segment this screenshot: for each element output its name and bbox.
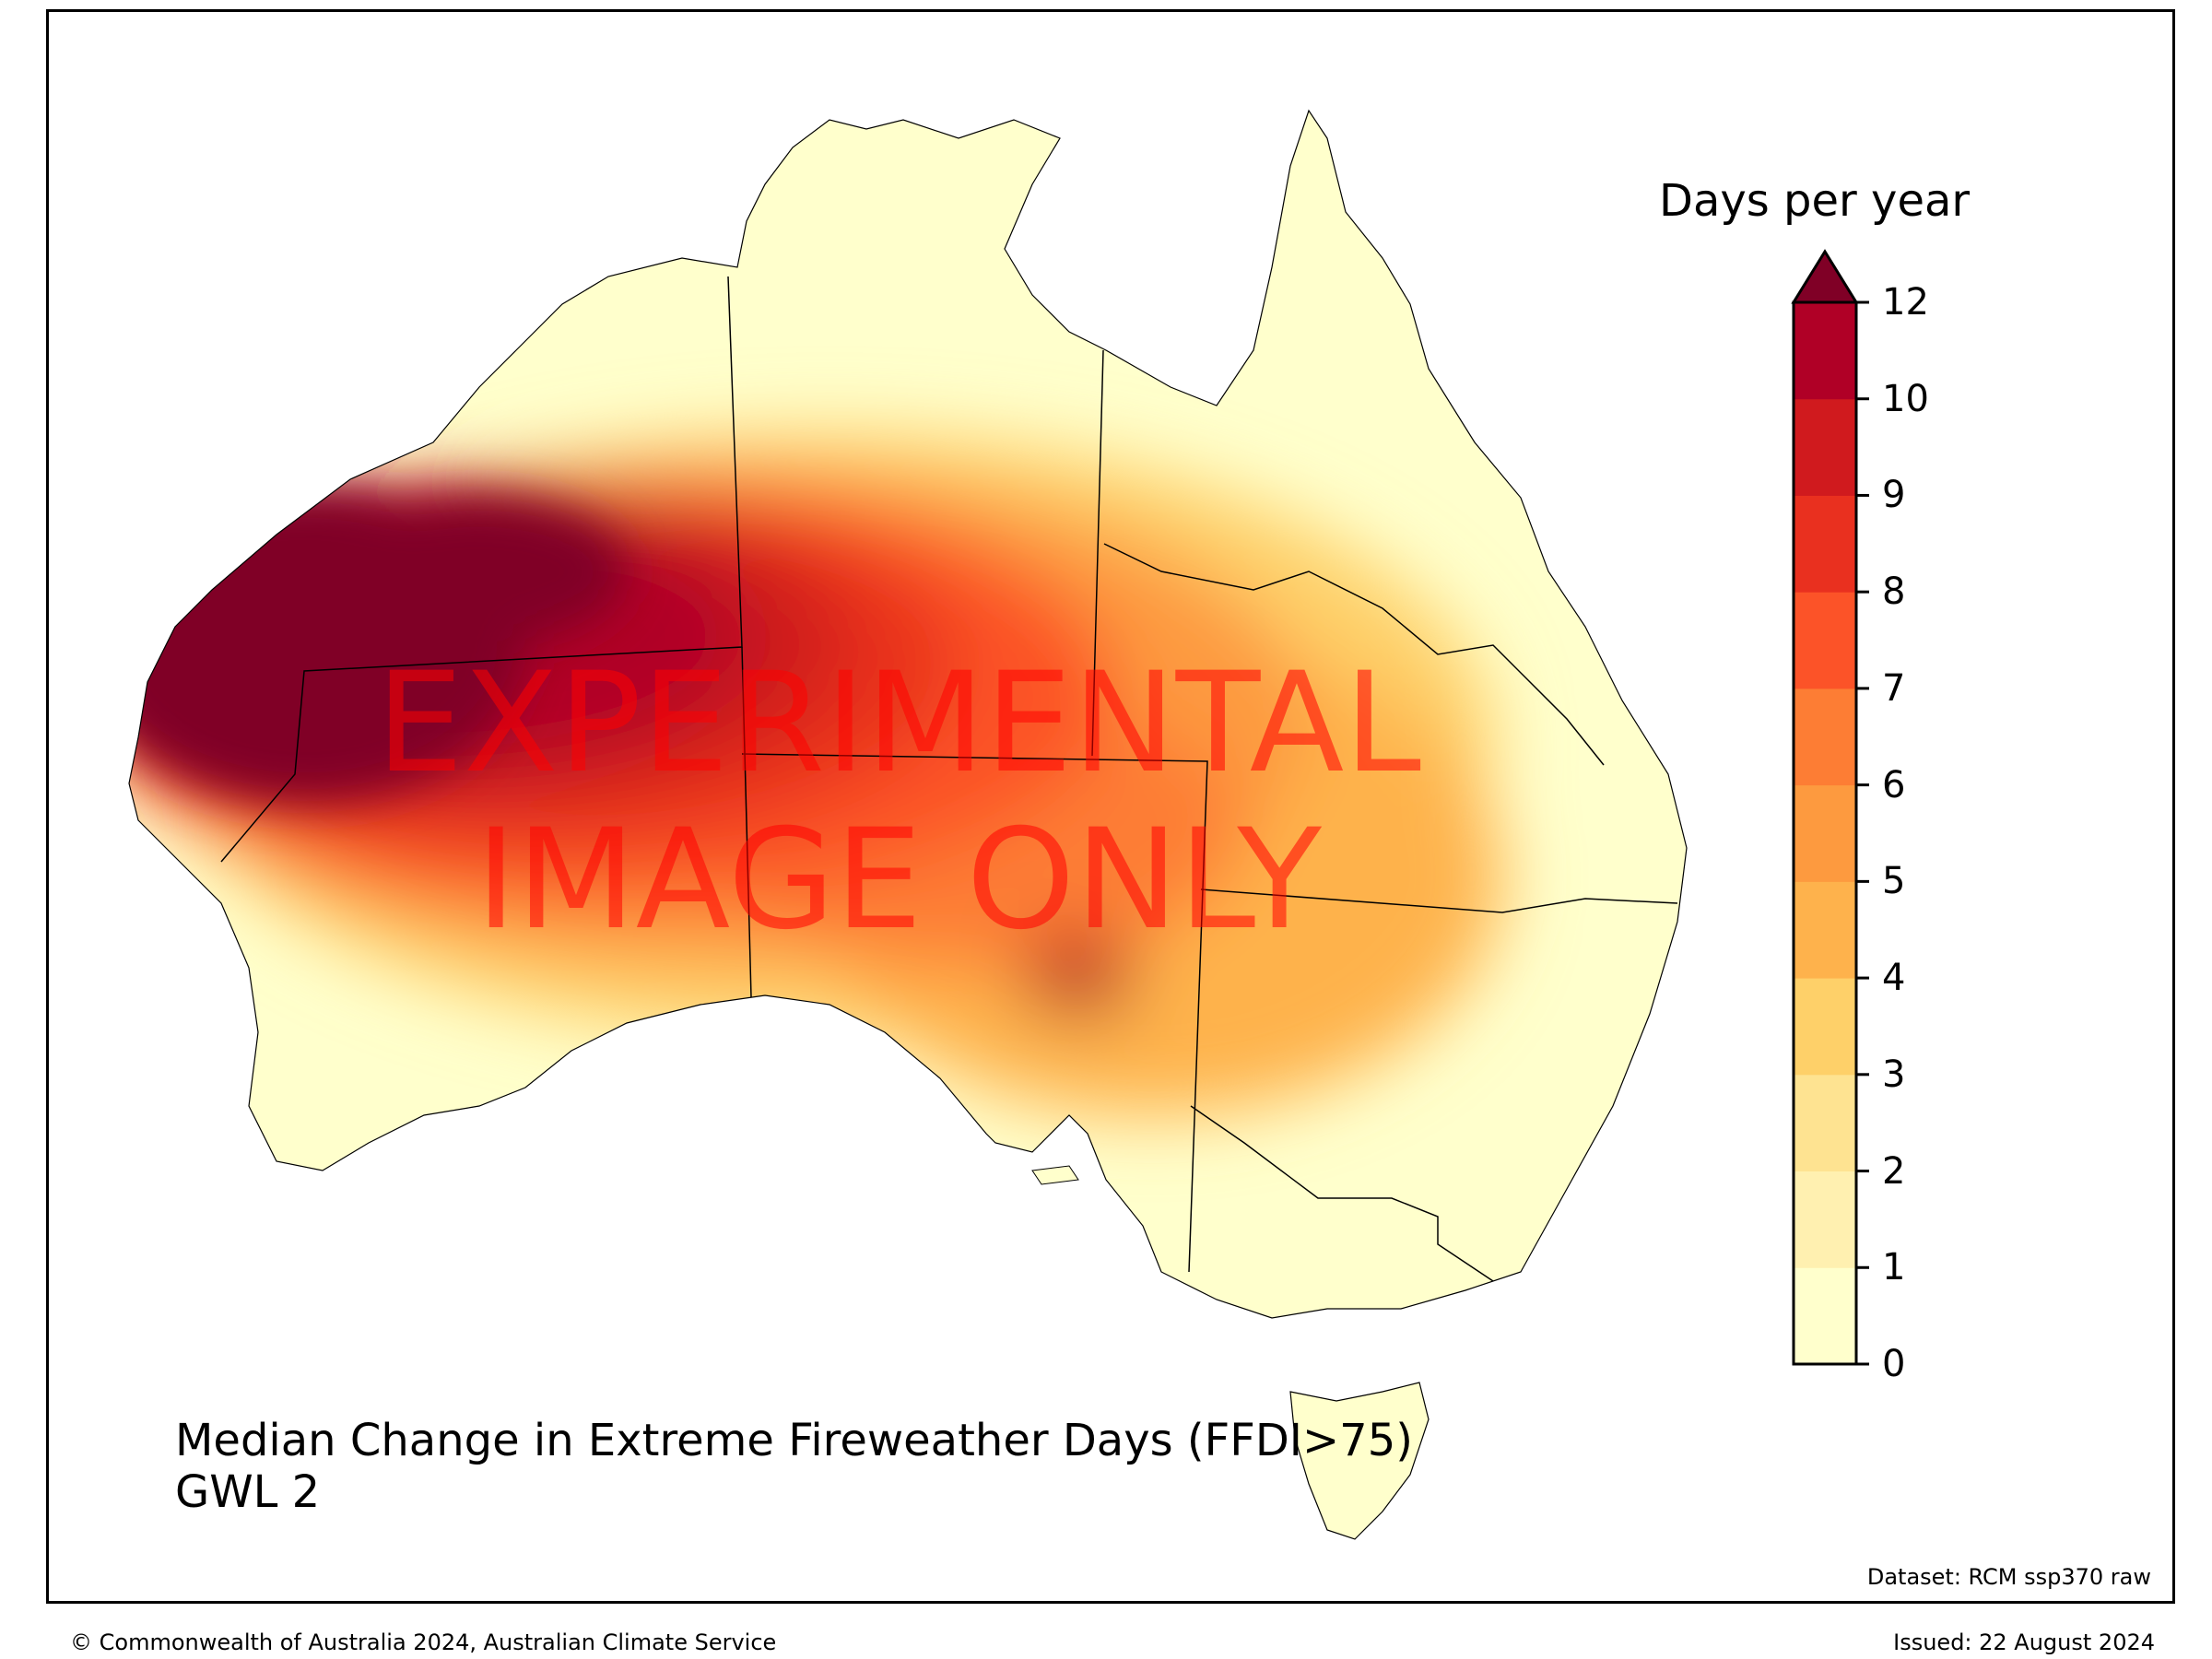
colorbar-segment [1794, 1074, 1856, 1172]
colorbar-tick-label: 10 [1882, 377, 1929, 420]
colorbar-segment [1794, 1267, 1856, 1365]
colorbar-segment [1794, 1171, 1856, 1268]
colorbar-tick-label: 9 [1882, 474, 1906, 517]
colorbar-tick-label: 4 [1882, 957, 1906, 1000]
state-borders [220, 276, 1678, 1282]
colorbar-segment [1794, 881, 1856, 979]
dataset-label: Dataset: RCM ssp370 raw [1866, 1564, 2151, 1590]
colorbar-tick-label: 6 [1882, 763, 1906, 806]
colorbar-tick-label: 3 [1882, 1053, 1906, 1096]
issued-date: Issued: 22 August 2024 [1893, 1630, 2155, 1655]
tasmania [1289, 1382, 1430, 1540]
colorbar-tick-label: 2 [1882, 1149, 1906, 1193]
colorbar-outline [1792, 300, 1858, 1366]
colorbar-segment [1794, 978, 1856, 1076]
colorbar-tick-label: 8 [1882, 571, 1906, 614]
colorbar-extension-arrow [1791, 249, 1859, 304]
colorbar-tick-label: 0 [1882, 1343, 1906, 1385]
colorbar-segment [1794, 688, 1856, 786]
colorbar-tick-label: 5 [1882, 860, 1906, 903]
coastline [128, 109, 1688, 1319]
colorbar-tick-label: 12 [1882, 281, 1929, 324]
colorbar-tick-label: 7 [1882, 666, 1906, 710]
colorbar-tick-label: 1 [1882, 1246, 1906, 1289]
colorbar [1791, 249, 1869, 1366]
map-title-line-2: GWL 2 [175, 1466, 321, 1518]
colorbar-segment [1794, 302, 1856, 400]
copyright-footer: © Commonwealth of Australia 2024, Austra… [70, 1630, 777, 1655]
kangaroo-island [1031, 1165, 1079, 1185]
colorbar-segment [1794, 592, 1856, 689]
map-title: Median Change in Extreme Fireweather Day… [175, 1415, 1413, 1518]
map-frame [46, 9, 2175, 1604]
map-title-line-1: Median Change in Extreme Fireweather Day… [175, 1415, 1413, 1466]
fire-weather-field [129, 433, 1502, 1115]
colorbar-segment [1794, 398, 1856, 496]
colorbar-segment [1794, 784, 1856, 882]
legend-title: Days per year [1659, 175, 1971, 227]
colorbar-segment [1794, 495, 1856, 593]
